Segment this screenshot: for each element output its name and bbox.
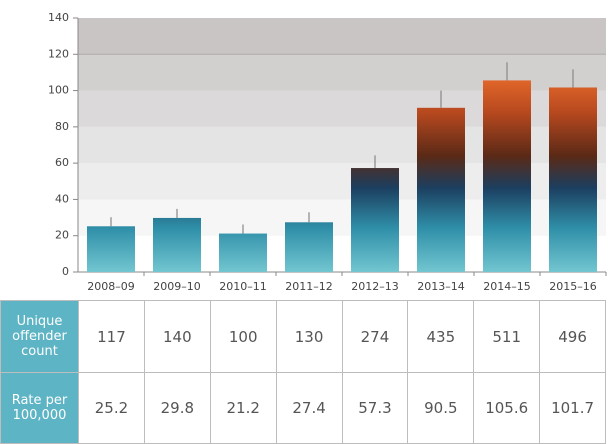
count-row: Unique offender count 117 140 100 130 274 435… [0, 300, 606, 373]
rate-cell: 105.6 [473, 372, 541, 444]
x-tick-label: 2014–15 [483, 280, 531, 293]
rate-cell: 25.2 [78, 372, 145, 444]
rate-cell: 21.2 [209, 372, 277, 444]
count-cell: 117 [78, 300, 145, 373]
rate-cell: 27.4 [275, 372, 343, 444]
row-header: Rate per 100,000 [0, 372, 79, 444]
data-table: Unique offender count 117 140 100 130 274 435… [0, 300, 606, 444]
row-header: Unique offender count [0, 300, 79, 373]
y-tick-label: 120 [48, 47, 69, 60]
chart: 0 20 40 60 80 100 120 140 2008–09 2009–10 2010–11 2… [48, 11, 607, 293]
y-tick-label: 0 [62, 265, 69, 278]
x-tick-label: 2010–11 [219, 280, 267, 293]
x-tick-label: 2009–10 [153, 280, 201, 293]
y-tick-label: 40 [55, 192, 69, 205]
count-cell: 130 [275, 300, 343, 373]
bar [87, 226, 135, 272]
y-tick-label: 20 [55, 229, 69, 242]
y-tick-label: 140 [48, 11, 69, 24]
rate-row: Rate per 100,000 25.2 29.8 21.2 27.4 57.3 90.… [0, 372, 606, 444]
bar [153, 217, 201, 272]
x-tick-label: 2012–13 [351, 280, 399, 293]
bar [483, 80, 531, 272]
count-cell: 274 [341, 300, 409, 373]
y-tick-label: 80 [55, 120, 69, 133]
x-tick-label: 2013–14 [417, 280, 465, 293]
bar [219, 233, 267, 272]
rate-cell: 57.3 [341, 372, 409, 444]
bar [549, 87, 597, 272]
band [78, 18, 606, 55]
x-tick-label: 2011–12 [285, 280, 333, 293]
x-tick-label: 2008–09 [87, 280, 135, 293]
rate-cell: 101.7 [539, 372, 606, 444]
bar [417, 107, 465, 272]
y-tick-label: 60 [55, 156, 69, 169]
count-cell: 511 [473, 300, 541, 373]
count-cell: 435 [407, 300, 475, 373]
bar [285, 222, 333, 272]
bar [351, 168, 399, 272]
count-cell: 496 [539, 300, 606, 373]
rate-cell: 90.5 [407, 372, 475, 444]
y-tick-label: 100 [48, 84, 69, 97]
rate-cell: 29.8 [143, 372, 211, 444]
x-tick-label: 2015–16 [549, 280, 597, 293]
count-cell: 140 [143, 300, 211, 373]
count-cell: 100 [209, 300, 277, 373]
